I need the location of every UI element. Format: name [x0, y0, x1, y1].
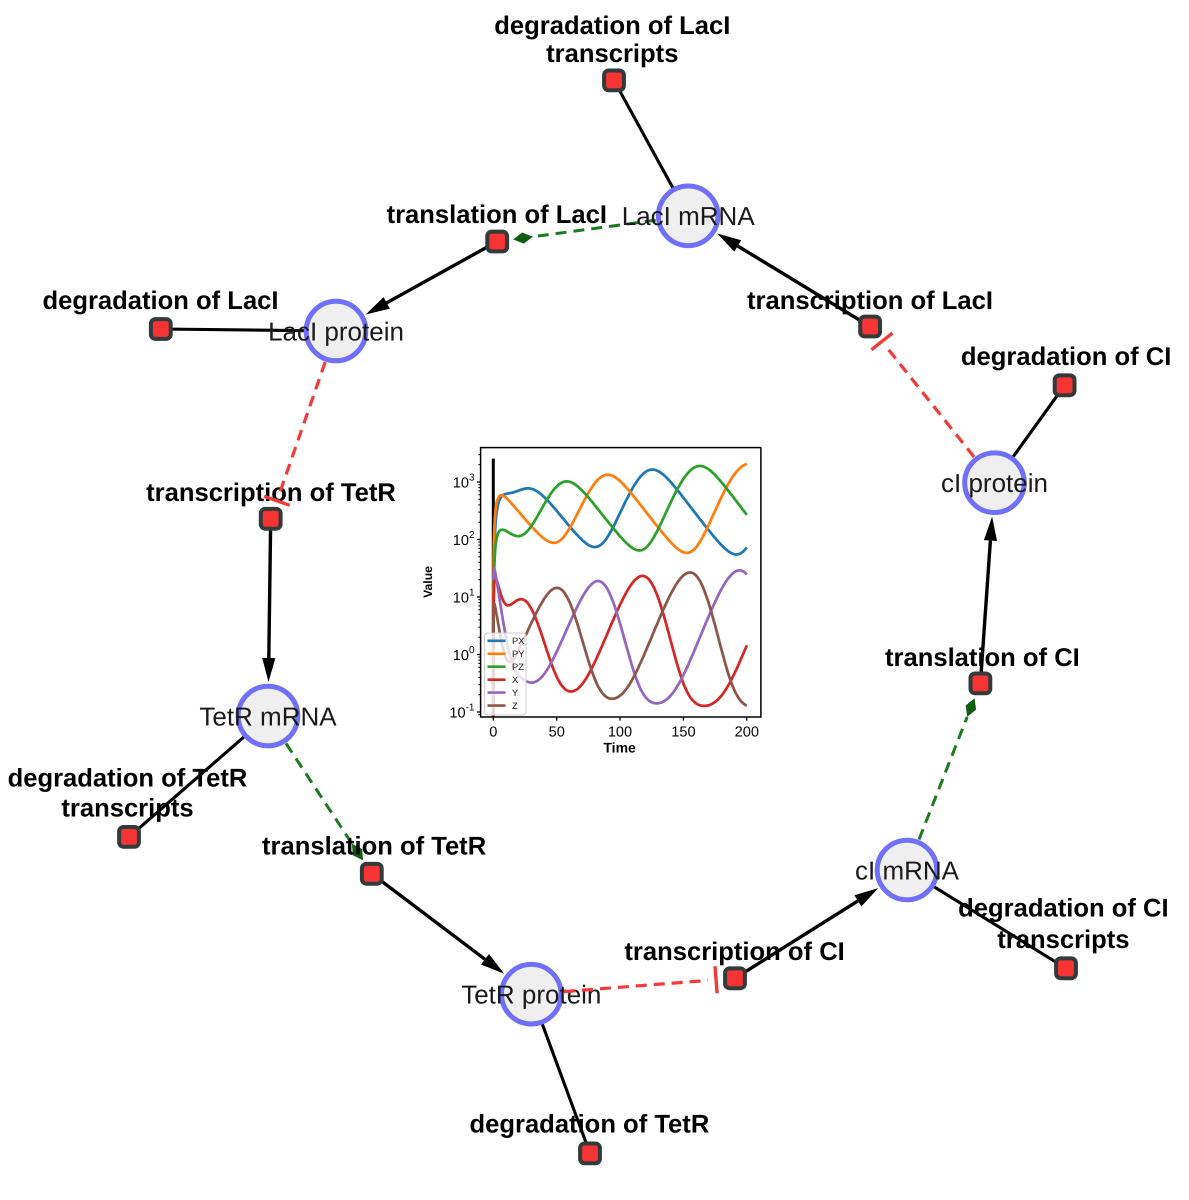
svg-text:transcription of LacI: transcription of LacI [747, 287, 993, 315]
svg-text:transcription of CI: transcription of CI [624, 938, 844, 966]
svg-text:transcripts: transcripts [546, 40, 678, 68]
svg-text:200: 200 [735, 725, 759, 741]
svg-text:0: 0 [489, 725, 497, 741]
svg-text:degradation of TetR: degradation of TetR [8, 765, 248, 793]
svg-text:PX: PX [512, 636, 524, 646]
svg-text:degradation of LacI: degradation of LacI [494, 12, 730, 40]
svg-text:translation of CI: translation of CI [885, 644, 1080, 672]
svg-text:100: 100 [608, 725, 632, 741]
svg-text:degradation of TetR: degradation of TetR [469, 1111, 709, 1139]
svg-text:Time: Time [603, 739, 636, 755]
svg-text:LacI mRNA: LacI mRNA [622, 201, 756, 231]
svg-text:transcripts: transcripts [997, 926, 1129, 954]
svg-text:transcription of TetR: transcription of TetR [146, 479, 396, 507]
svg-text:degradation of CI: degradation of CI [961, 343, 1171, 371]
svg-text:cI mRNA: cI mRNA [855, 855, 960, 885]
svg-text:50: 50 [549, 725, 565, 741]
svg-text:Y: Y [512, 688, 518, 698]
svg-text:PZ: PZ [512, 662, 524, 672]
svg-text:degradation of CI: degradation of CI [958, 895, 1168, 923]
svg-text:PY: PY [512, 649, 524, 659]
svg-text:TetR mRNA: TetR mRNA [199, 701, 337, 731]
svg-text:cI protein: cI protein [941, 468, 1048, 498]
svg-text:Value: Value [421, 566, 435, 598]
svg-text:X: X [512, 675, 518, 685]
svg-text:TetR protein: TetR protein [461, 980, 601, 1010]
svg-text:LacI protein: LacI protein [268, 316, 404, 346]
svg-text:150: 150 [671, 725, 695, 741]
svg-text:degradation of LacI: degradation of LacI [42, 287, 278, 315]
svg-text:translation of TetR: translation of TetR [262, 832, 486, 860]
svg-text:Z: Z [512, 701, 518, 711]
svg-text:transcripts: transcripts [61, 795, 193, 823]
svg-text:translation of LacI: translation of LacI [387, 201, 607, 229]
